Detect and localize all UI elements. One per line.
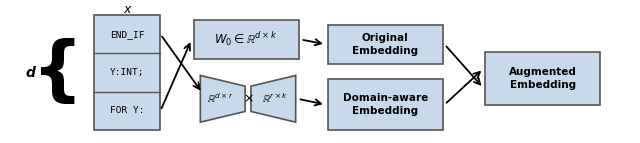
- Text: END_IF: END_IF: [110, 30, 145, 39]
- Text: $\mathbb{R}^{r \times k}$: $\mathbb{R}^{r \times k}$: [262, 91, 288, 105]
- Text: {: {: [31, 38, 83, 107]
- Text: Embedding: Embedding: [509, 80, 576, 90]
- Text: Embedding: Embedding: [352, 106, 419, 116]
- Text: d: d: [25, 65, 35, 80]
- Text: Domain-aware: Domain-aware: [342, 93, 428, 103]
- Text: FOR Y:: FOR Y:: [110, 106, 145, 115]
- FancyBboxPatch shape: [94, 15, 161, 130]
- FancyBboxPatch shape: [485, 52, 600, 105]
- Text: x: x: [124, 3, 131, 16]
- Polygon shape: [251, 76, 296, 122]
- Text: Y:INT;: Y:INT;: [110, 68, 145, 77]
- Text: Augmented: Augmented: [509, 67, 577, 77]
- FancyBboxPatch shape: [193, 20, 299, 59]
- Text: Original: Original: [362, 32, 408, 42]
- FancyBboxPatch shape: [328, 25, 443, 64]
- Text: Embedding: Embedding: [352, 46, 419, 56]
- Text: $\mathbb{R}^{d \times r}$: $\mathbb{R}^{d \times r}$: [207, 91, 234, 105]
- Text: $W_0 \in \mathbb{R}^{d \times k}$: $W_0 \in \mathbb{R}^{d \times k}$: [214, 30, 278, 48]
- Polygon shape: [200, 76, 245, 122]
- Text: $\times$: $\times$: [243, 92, 253, 105]
- FancyBboxPatch shape: [328, 79, 443, 130]
